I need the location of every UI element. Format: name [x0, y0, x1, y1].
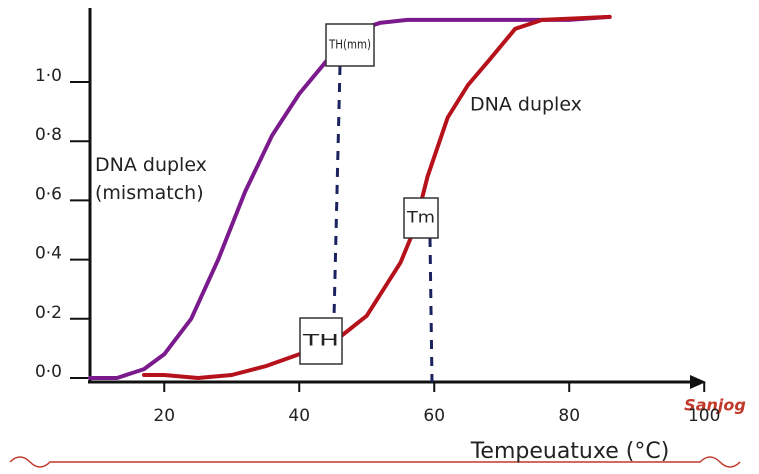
annotation-box: [299, 317, 343, 365]
series-line: [142, 14, 612, 380]
watermark: Sanjog: [684, 396, 746, 415]
x-axis-title: Tempeuatuxe (°C): [470, 439, 670, 464]
y-tick-label: 0·6: [35, 184, 62, 204]
x-tick-label: 60: [423, 406, 445, 426]
series-label: DNA duplex (mismatch): [95, 154, 207, 204]
annotation-box: [325, 23, 375, 67]
y-tick-label: 0·4: [35, 244, 62, 264]
x-tick-label: 20: [153, 406, 175, 426]
annotation-label: TH: [301, 331, 339, 350]
annotation-label: TH(mm): [328, 38, 371, 52]
annotation-label: Tm: [406, 208, 435, 227]
series-line: [88, 14, 612, 380]
y-tick-label: 0·2: [35, 303, 62, 323]
x-tick-label: 100: [688, 406, 720, 426]
y-tick-label: 1·0: [35, 66, 62, 86]
tm-guide: [428, 237, 434, 383]
annotation-box: [403, 197, 439, 239]
y-tick-label: 0·0: [35, 362, 62, 382]
th-mm-guide: [332, 65, 342, 319]
x-tick-label: 80: [558, 406, 580, 426]
x-axis-arrow: [690, 375, 706, 389]
series-label: DNA duplex: [470, 94, 582, 116]
series-label-line: DNA duplex: [95, 154, 207, 176]
footer-ornament: [9, 456, 741, 468]
x-tick-label: 40: [288, 406, 310, 426]
series-label-line: (mismatch): [95, 182, 204, 204]
y-tick-label: 0·8: [35, 125, 62, 145]
